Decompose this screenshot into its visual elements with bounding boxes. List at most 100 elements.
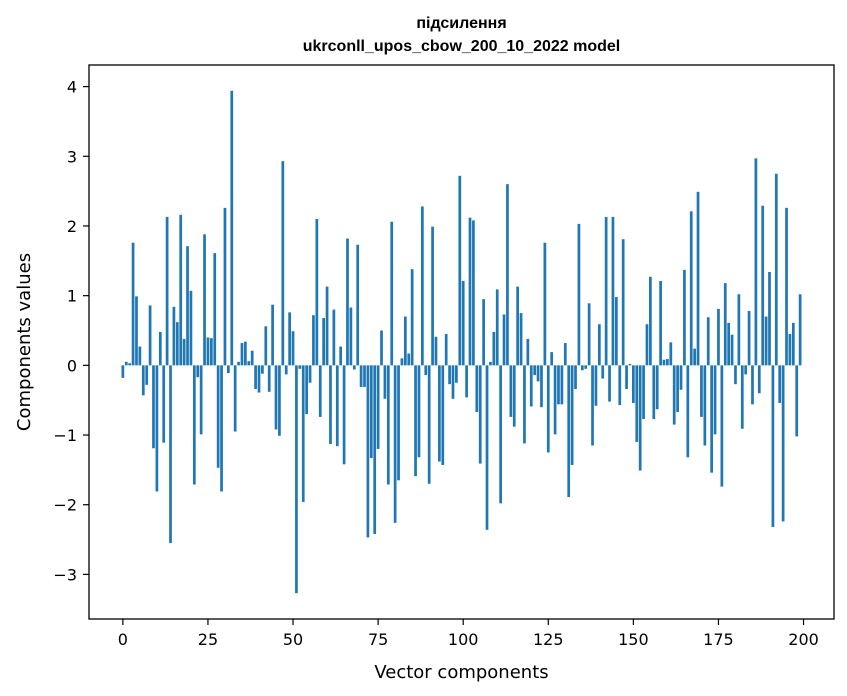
bar	[434, 336, 438, 366]
bar	[359, 365, 363, 387]
bar	[274, 365, 278, 430]
bar	[352, 365, 356, 370]
bar	[192, 365, 196, 485]
bar	[723, 283, 727, 366]
bar	[771, 365, 775, 528]
bar	[179, 214, 183, 366]
bar	[597, 324, 601, 366]
bar	[196, 365, 200, 378]
bar	[485, 365, 489, 530]
bar	[468, 217, 472, 366]
bar	[570, 365, 574, 465]
bar	[628, 363, 632, 366]
bar	[308, 365, 312, 383]
bar	[233, 365, 237, 432]
bar	[683, 269, 686, 366]
bar	[536, 365, 540, 382]
bar	[604, 216, 608, 366]
bar	[672, 365, 676, 425]
bar	[223, 207, 227, 366]
bar	[584, 365, 588, 369]
x-tick-label: 50	[283, 630, 303, 649]
bar	[346, 238, 349, 366]
bar	[295, 365, 298, 594]
x-tick-label: 125	[533, 630, 564, 649]
bar	[740, 365, 744, 429]
bar	[662, 359, 666, 366]
bar	[580, 365, 584, 371]
bar	[645, 324, 649, 366]
bar	[400, 358, 404, 366]
bar	[356, 244, 360, 366]
bar	[155, 365, 159, 492]
y-tick-label: −1	[53, 426, 77, 445]
bar	[757, 365, 761, 394]
bar	[417, 365, 421, 458]
bar	[594, 365, 598, 406]
bar	[291, 331, 295, 366]
bar	[710, 365, 714, 473]
bar	[131, 242, 135, 366]
bar	[461, 281, 465, 366]
bar	[502, 314, 506, 366]
bar	[121, 365, 125, 378]
bar	[567, 365, 571, 498]
bar	[591, 365, 594, 446]
bar	[761, 205, 765, 366]
bar	[393, 365, 397, 523]
bar	[322, 317, 326, 366]
bar	[774, 173, 778, 366]
bar	[666, 359, 669, 366]
bar	[318, 365, 322, 417]
bars-group	[121, 90, 802, 594]
bar	[158, 331, 162, 366]
bar	[271, 304, 274, 366]
bar	[706, 317, 710, 366]
bar	[717, 308, 720, 366]
bar	[421, 206, 424, 366]
bar	[563, 343, 567, 366]
bar	[546, 365, 550, 453]
bar	[734, 365, 737, 385]
bar	[397, 365, 400, 481]
bar	[696, 191, 700, 366]
bar	[206, 337, 210, 366]
x-axis-ticks: 0 25 50 75 100 125 150 175 200	[118, 619, 819, 649]
bar	[499, 365, 502, 504]
bar	[165, 216, 169, 366]
bar	[478, 365, 482, 464]
bar	[240, 343, 244, 366]
bar	[601, 365, 605, 379]
bar	[281, 161, 285, 366]
bar	[284, 365, 288, 375]
x-tick-label: 175	[703, 630, 734, 649]
bar	[689, 211, 693, 366]
bar	[172, 306, 176, 366]
bar	[492, 331, 496, 366]
bar	[764, 316, 768, 366]
bar	[407, 353, 411, 366]
bar	[638, 365, 642, 471]
x-tick-label: 200	[788, 630, 819, 649]
bar	[512, 365, 516, 427]
bar	[516, 286, 520, 366]
bar	[247, 361, 251, 366]
bar	[199, 365, 203, 435]
bar	[414, 365, 417, 477]
bar	[489, 361, 492, 366]
bar	[751, 365, 754, 405]
bar	[301, 365, 305, 502]
bar	[203, 234, 206, 366]
bar	[679, 365, 683, 390]
bar	[791, 322, 795, 366]
bar	[373, 365, 377, 534]
bar	[141, 365, 145, 396]
bar	[713, 365, 717, 435]
bar	[614, 297, 618, 366]
bar	[669, 342, 673, 366]
y-tick-label: −2	[53, 496, 77, 515]
bar	[788, 333, 792, 366]
bar	[124, 361, 128, 366]
bar	[727, 322, 731, 366]
